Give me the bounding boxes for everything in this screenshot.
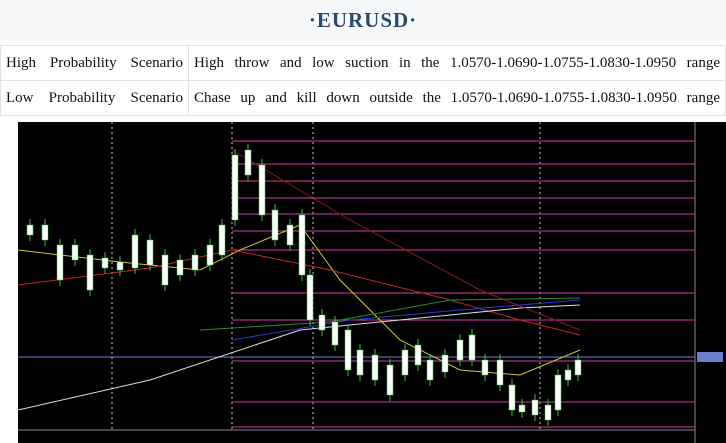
candle-body xyxy=(258,164,266,216)
moving-average xyxy=(18,304,581,411)
candle-body xyxy=(426,359,434,381)
candle-body xyxy=(131,234,139,269)
candle-body xyxy=(554,374,562,411)
candle-body xyxy=(244,149,252,176)
candle-body xyxy=(86,254,94,291)
moving-average xyxy=(231,149,581,331)
candle-body xyxy=(218,224,226,256)
candle-body xyxy=(286,224,294,246)
candle-body xyxy=(231,154,239,221)
candle-body xyxy=(481,359,489,376)
candle-body xyxy=(496,359,504,386)
current-price-tag xyxy=(697,352,723,362)
candle-body xyxy=(531,399,539,416)
candle-body xyxy=(544,404,552,421)
candle-body xyxy=(101,257,109,269)
candle-body xyxy=(414,344,422,366)
table-cell: Low Probability Scenario xyxy=(0,80,189,116)
scenario-table: High Probability Scenario High throw and… xyxy=(0,45,726,116)
candle-body xyxy=(56,244,64,281)
candle-body xyxy=(441,354,449,373)
moving-average xyxy=(199,297,581,331)
candle-body xyxy=(71,244,79,261)
candle-body xyxy=(191,254,199,271)
candle-body xyxy=(356,349,364,376)
candle-body xyxy=(176,259,184,276)
candle-body xyxy=(161,254,169,286)
candle-body xyxy=(508,384,516,411)
candle-body xyxy=(298,214,306,276)
candle-body xyxy=(306,274,314,321)
table-row: High Probability Scenario High throw and… xyxy=(0,45,726,81)
candle-body xyxy=(206,244,214,266)
candle-body xyxy=(344,329,352,371)
table-row: Low Probability Scenario Chase up and ki… xyxy=(0,80,726,116)
chart-drawing xyxy=(18,122,723,430)
price-chart-image xyxy=(18,122,726,443)
chart-background xyxy=(18,122,726,443)
candle-body xyxy=(26,224,34,236)
candle-body xyxy=(318,314,326,331)
candle-body xyxy=(116,261,124,271)
candle-body xyxy=(401,349,409,376)
candle-body xyxy=(386,364,394,396)
candle-body xyxy=(456,339,464,361)
moving-average xyxy=(231,299,581,341)
page-title: ·EURUSD· xyxy=(0,0,726,40)
candle-body xyxy=(564,369,572,381)
candle-body xyxy=(41,224,49,241)
table-cell: High Probability Scenario xyxy=(0,45,189,81)
candle-body xyxy=(146,239,154,266)
candle-body xyxy=(371,354,379,381)
candle-body xyxy=(331,321,339,346)
table-cell: High throw and low suction in the 1.0570… xyxy=(188,45,726,81)
table-cell: Chase up and kill down outside the 1.057… xyxy=(188,80,726,116)
candle-body xyxy=(271,209,279,241)
candle-body xyxy=(518,404,526,413)
candle-body xyxy=(574,359,582,376)
candle-body xyxy=(468,334,476,361)
